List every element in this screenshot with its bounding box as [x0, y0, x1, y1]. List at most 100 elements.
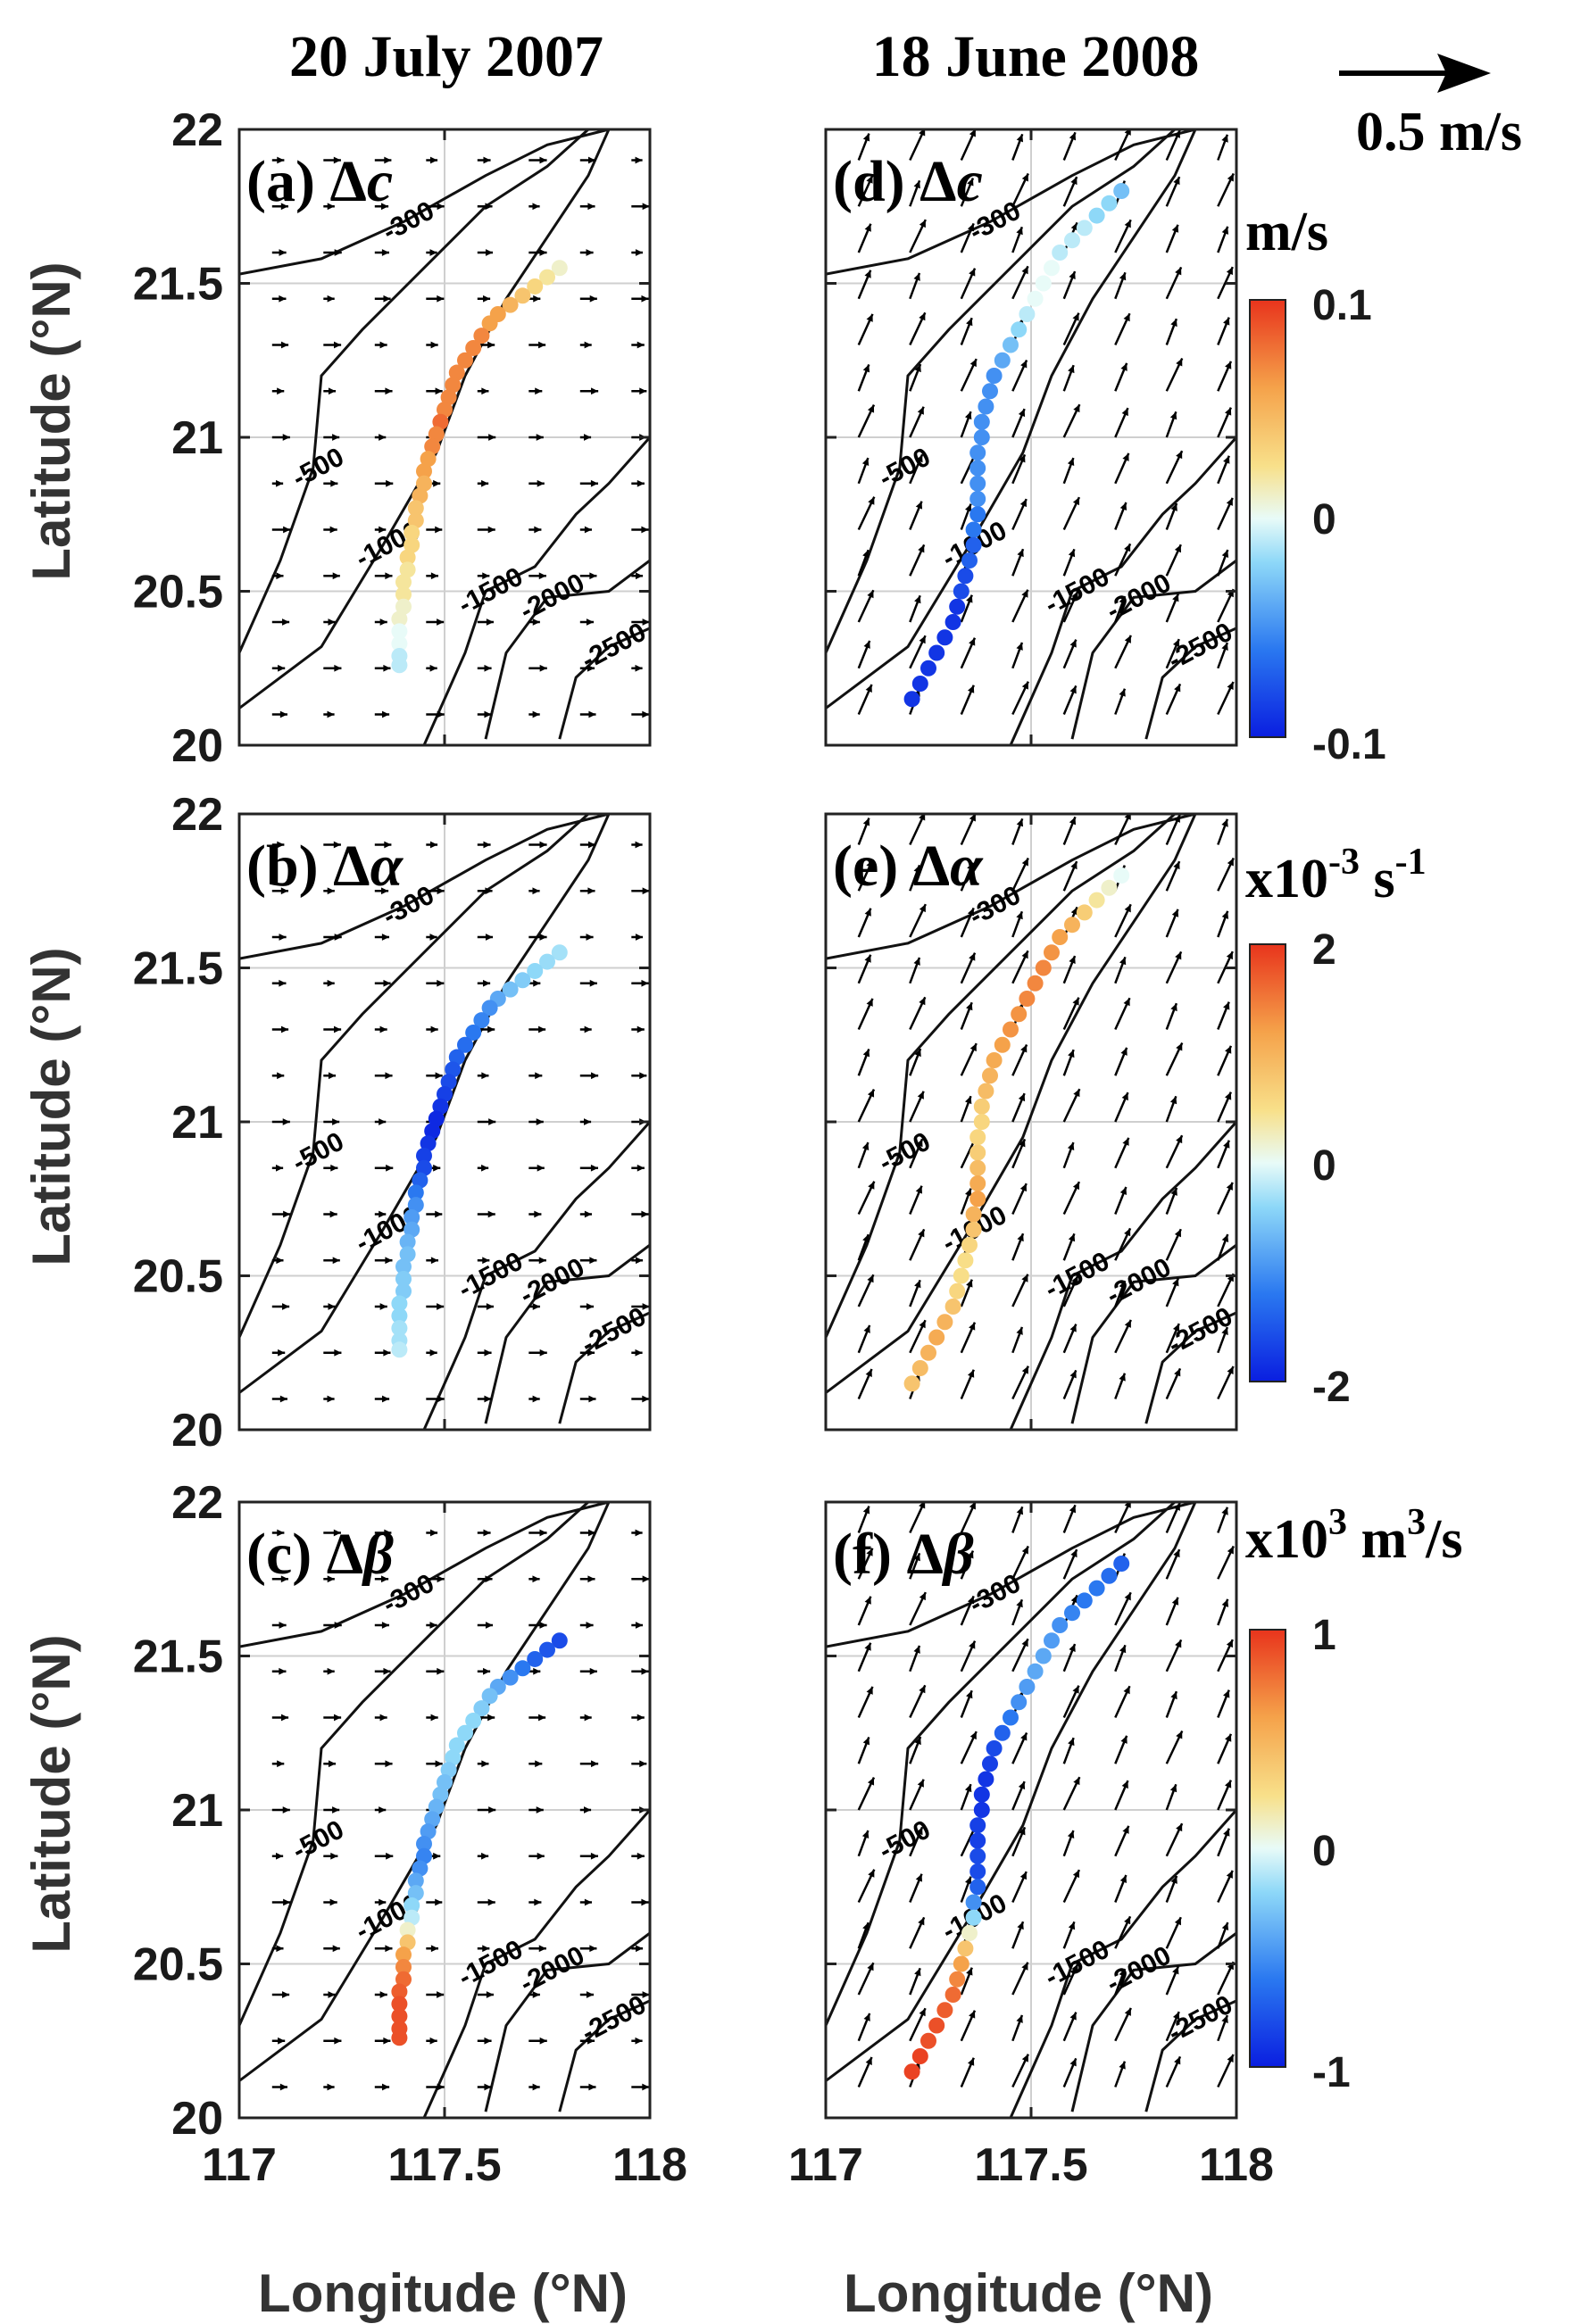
velocity-arrow-head [327, 710, 335, 718]
velocity-arrow-head [279, 934, 287, 941]
isobath-line [239, 814, 590, 1339]
velocity-arrow-head [533, 1667, 541, 1675]
velocity-arrow-head [278, 2037, 286, 2045]
track-point [953, 583, 969, 600]
velocity-arrow-head [642, 1395, 650, 1403]
panel-delta: Δ [327, 1522, 363, 1587]
scale-arrow-head [1437, 54, 1491, 93]
velocity-arrow-head [1122, 1137, 1129, 1146]
track-point [973, 413, 990, 430]
velocity-arrow-head [1169, 1784, 1177, 1793]
velocity-arrow-head [535, 1760, 543, 1768]
velocity-arrow-head [1227, 682, 1234, 691]
track-point [1088, 207, 1105, 224]
velocity-arrow-head [1021, 681, 1028, 690]
velocity-arrow-head [488, 1806, 496, 1814]
velocity-arrow-head [1171, 1597, 1179, 1606]
velocity-arrow-head [1069, 1370, 1077, 1379]
velocity-arrow-head [1069, 2058, 1077, 2067]
velocity-arrow-head [385, 1945, 393, 1953]
velocity-arrow-head [868, 496, 875, 505]
track-point [395, 598, 412, 615]
isobath-line [484, 559, 650, 740]
velocity-arrow-head [282, 1991, 290, 1998]
isobath-line [558, 627, 650, 740]
velocity-arrow-head [437, 1575, 445, 1583]
track-point [502, 981, 519, 998]
velocity-arrow-head [1221, 1327, 1228, 1336]
velocity-arrow-head [327, 1395, 335, 1403]
track-point [391, 1996, 408, 2013]
velocity-arrow-head [865, 2056, 872, 2065]
track-point [457, 352, 473, 369]
ytick-label: 21.5 [133, 1631, 223, 1683]
velocity-arrow-head [437, 1303, 445, 1310]
track-point [949, 1971, 966, 1988]
track-point [978, 1771, 994, 1788]
velocity-arrow-head [864, 908, 871, 917]
velocity-arrow-head [587, 887, 595, 895]
velocity-arrow-head [914, 1968, 921, 1977]
velocity-arrow-head [282, 1303, 290, 1310]
panel-variable: c [367, 149, 393, 214]
velocity-arrow-head [967, 1596, 975, 1605]
velocity-arrow-head [583, 1118, 592, 1125]
velocity-arrow-head [862, 1737, 870, 1746]
velocity-arrow-head [589, 979, 597, 987]
velocity-arrow-head [1017, 1921, 1024, 1930]
velocity-arrow-head [639, 1072, 647, 1080]
panel-letter: (a) [246, 149, 329, 214]
velocity-arrow-head [1221, 226, 1229, 235]
velocity-arrow-head [919, 814, 926, 821]
track-point [1035, 275, 1052, 292]
velocity-arrow-head [864, 1642, 871, 1651]
velocity-arrow-head [1174, 1368, 1181, 1377]
velocity-arrow-head [862, 364, 870, 373]
track-point [957, 568, 974, 585]
velocity-arrow-head [538, 1257, 546, 1265]
velocity-arrow-head [969, 1502, 976, 1510]
colorbar-2-bar [1249, 943, 1286, 1382]
velocity-arrow-head [383, 1349, 391, 1357]
isobath-line [826, 1502, 1197, 2082]
track-point [994, 1036, 1011, 1053]
isobath-line [239, 814, 610, 960]
velocity-arrow-head [430, 341, 438, 349]
velocity-arrow-head [862, 550, 870, 559]
velocity-arrow-head [278, 664, 286, 672]
isobath-line [826, 814, 1196, 960]
velocity-arrow-head [328, 1991, 336, 1998]
velocity-arrow-head [919, 1502, 926, 1509]
velocity-arrow-head [919, 1685, 926, 1694]
velocity-arrow-head [918, 544, 925, 553]
velocity-arrow-head [1221, 643, 1228, 652]
velocity-arrow-head [589, 295, 597, 303]
velocity-arrow-head [1073, 1777, 1080, 1786]
velocity-arrow-head [1176, 1135, 1183, 1144]
velocity-arrow-head [383, 664, 391, 672]
track-point [473, 1700, 490, 1717]
panel-label: (d) Δc [833, 149, 983, 214]
track-point [395, 585, 412, 602]
velocity-arrow-head [587, 1575, 595, 1583]
velocity-arrow-head [969, 637, 976, 646]
track-point [1101, 1567, 1118, 1584]
track-point [432, 1786, 449, 1803]
velocity-arrow-head [635, 2037, 643, 2045]
track-point [903, 691, 920, 708]
track-point [465, 339, 482, 356]
isobath-label: -500 [287, 1814, 349, 1865]
velocity-arrow-head [1016, 1599, 1023, 1608]
velocity-arrow-head [280, 1025, 289, 1033]
velocity-arrow-head [279, 1395, 287, 1403]
track-point [527, 1650, 544, 1667]
velocity-arrow-head [280, 203, 288, 211]
track-point [969, 444, 986, 461]
track-point [391, 2008, 408, 2025]
velocity-arrow-head [429, 934, 437, 941]
isobath-label: -2000 [515, 1252, 589, 1310]
colorbar-1: m/s 0.1 0 -0.1 [1245, 202, 1386, 768]
panel-variable: α [950, 834, 984, 899]
velocity-arrow-head [276, 1852, 284, 1860]
